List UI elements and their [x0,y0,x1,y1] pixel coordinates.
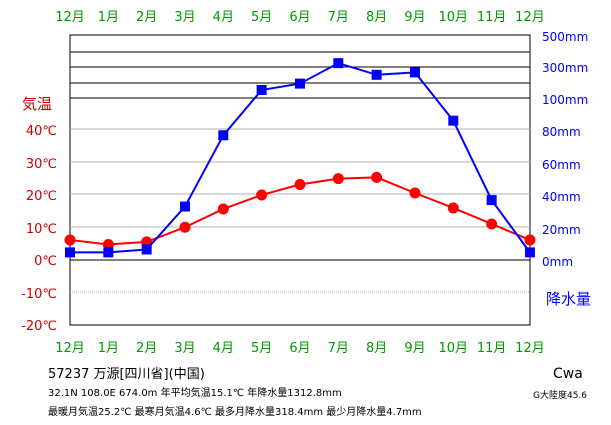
month-label-bottom: 5月 [251,341,272,356]
temperature-point [256,189,268,201]
month-label-bottom: 3月 [174,341,195,356]
month-label-top: 2月 [136,10,157,25]
precipitation-line [70,62,531,254]
precipitation-point [371,69,382,80]
precipitation-point [65,247,75,258]
temperature-point [64,234,76,246]
temperature-point [524,234,536,246]
station-title: 57237 万源[四川省](中国) [48,367,205,382]
temperature-point [371,171,383,183]
temperature-tick: 40℃ [26,124,57,139]
precipitation-point [294,78,305,89]
temperature-axis-title: 気温 [22,95,52,113]
temperature-tick: -10℃ [21,287,57,302]
temperature-point [486,218,498,230]
month-label-top: 10月 [439,10,469,25]
temperature-point [332,173,344,185]
month-label-top: 6月 [289,10,310,25]
precipitation-tick: 80mm [542,125,581,139]
top-month-labels: 12月 1月 2月 3月 4月 5月 6月 7月 8月 9月 10月 11月 12月 [55,10,545,25]
month-label-top: 4月 [213,10,234,25]
station-coordinates: 32.1N 108.0E 674.0m 年平均気温15.1℃ 年降水量1312.… [48,388,342,399]
temperature-point [294,179,306,191]
precipitation-series [65,58,535,258]
temperature-point [217,203,229,215]
chart-grid [69,34,531,326]
month-label-bottom: 1月 [98,341,119,356]
precipitation-point [179,201,190,212]
precipitation-point [333,58,344,69]
precipitation-axis-title: 降水量 [546,290,591,308]
precipitation-tick: 100mm [542,93,588,107]
plot-frame [69,34,531,326]
temperature-tick: 0℃ [34,254,57,269]
temperature-point [179,221,191,233]
precipitation-point [218,130,229,141]
precipitation-point [486,195,497,206]
month-label-bottom: 4月 [213,341,234,356]
month-label-bottom: 12月 [55,341,85,356]
precipitation-tick-labels: 500mm 300mm 100mm 80mm 60mm 40mm 20mm 0mm [542,30,588,269]
month-label-top: 9月 [404,10,425,25]
month-label-bottom: 9月 [404,341,425,356]
temperature-point [102,239,114,251]
month-label-top: 1月 [98,10,119,25]
temperature-tick: 10℃ [26,222,57,237]
temperature-tick: 20℃ [26,189,57,204]
month-label-bottom: 6月 [289,341,310,356]
temperature-tick: -20℃ [21,319,57,334]
month-label-bottom: 2月 [136,341,157,356]
temperature-series [64,171,536,251]
month-label-top: 8月 [366,10,387,25]
precipitation-tick: 0mm [542,255,573,269]
precipitation-tick: 500mm [542,30,588,44]
month-label-top: 3月 [174,10,195,25]
koppen-class: Cwa [553,366,583,382]
month-label-top: 7月 [328,10,349,25]
precipitation-tick: 300mm [542,61,588,75]
continentality-index: G大陸度45.6 [533,391,588,401]
month-label-bottom: 8月 [366,341,387,356]
precipitation-tick: 40mm [542,190,581,204]
station-extremes: 最暖月気温25.2℃ 最寒月気温4.6℃ 最多月降水量318.4mm 最少月降水… [48,407,422,418]
temperature-tick: 30℃ [26,157,57,172]
month-label-top: 12月 [515,10,545,25]
temperature-tick-labels: 40℃ 30℃ 20℃ 10℃ 0℃ -10℃ -20℃ [21,124,57,334]
precipitation-point [409,67,420,78]
precipitation-point [141,244,152,255]
precipitation-point [103,247,114,258]
month-label-bottom: 12月 [515,341,545,356]
temperature-point [409,187,421,199]
month-label-bottom: 7月 [328,341,349,356]
month-label-bottom: 10月 [439,341,469,356]
month-label-top: 12月 [55,10,85,25]
bottom-month-labels: 12月 1月 2月 3月 4月 5月 6月 7月 8月 9月 10月 11月 12月 [55,341,545,356]
temperature-point [447,202,459,214]
precipitation-tick: 20mm [542,223,581,237]
precipitation-tick: 60mm [542,158,581,172]
precipitation-point [524,247,535,258]
month-label-bottom: 11月 [477,341,507,356]
precipitation-point [256,85,267,95]
precipitation-point [448,115,459,126]
month-label-top: 5月 [251,10,272,25]
month-label-top: 11月 [477,10,507,25]
